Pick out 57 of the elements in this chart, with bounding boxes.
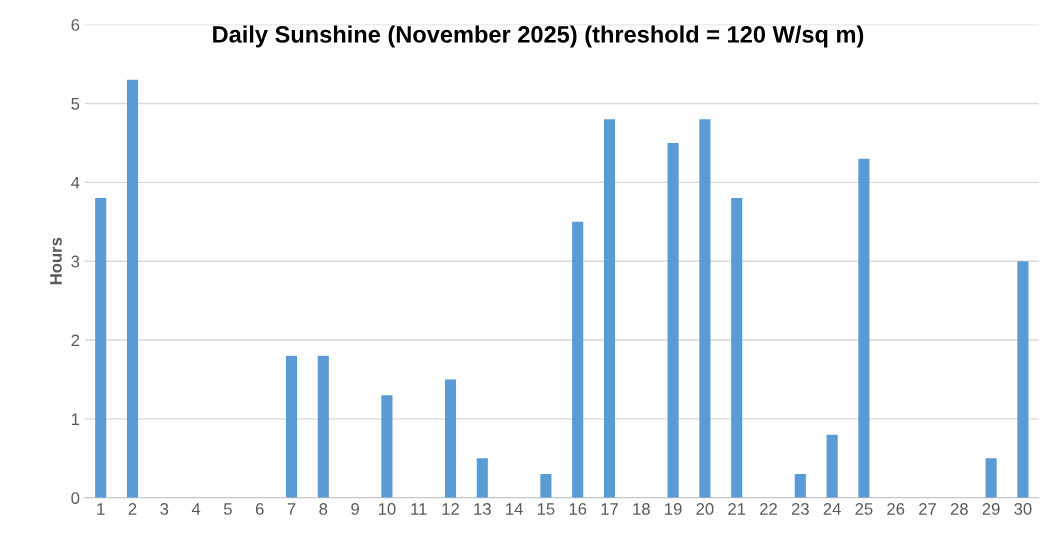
x-tick-label: 28 bbox=[950, 503, 968, 515]
bar bbox=[381, 395, 393, 498]
x-tick-label: 12 bbox=[442, 503, 459, 515]
x-tick-label: 2 bbox=[128, 503, 137, 515]
x-tick-label: 27 bbox=[919, 503, 936, 515]
y-tick-label: 4 bbox=[71, 176, 80, 189]
bar bbox=[858, 158, 870, 498]
y-tick-label: 2 bbox=[71, 334, 80, 347]
x-tick-label: 17 bbox=[601, 503, 618, 515]
bar bbox=[667, 142, 679, 498]
x-tick-label: 9 bbox=[351, 503, 359, 515]
y-tick-label: 5 bbox=[71, 98, 80, 110]
bar bbox=[985, 458, 997, 498]
x-tick-label: 23 bbox=[791, 503, 809, 515]
bar bbox=[317, 355, 329, 498]
x-tick-label: 20 bbox=[696, 503, 714, 515]
x-tick-label: 15 bbox=[537, 503, 555, 515]
bar bbox=[540, 474, 552, 498]
x-tick-label: 13 bbox=[474, 503, 491, 515]
x-tick-label: 21 bbox=[728, 503, 746, 515]
bar bbox=[794, 474, 806, 498]
x-tick-label: 22 bbox=[760, 503, 777, 515]
x-tick-label: 8 bbox=[319, 503, 328, 515]
x-tick-label: 24 bbox=[823, 503, 841, 515]
bar bbox=[603, 119, 616, 498]
bar bbox=[699, 119, 711, 498]
y-axis-title: Hours bbox=[50, 237, 62, 285]
bar bbox=[572, 221, 584, 498]
x-tick-label: 1 bbox=[97, 503, 105, 515]
y-tick-label: 1 bbox=[71, 413, 80, 425]
y-tick-label: 3 bbox=[71, 255, 80, 268]
y-tick-label: 6 bbox=[71, 19, 80, 31]
x-tick-label: 6 bbox=[255, 503, 264, 515]
x-tick-label: 18 bbox=[633, 503, 650, 515]
bar bbox=[1017, 261, 1029, 498]
bar bbox=[444, 379, 457, 498]
x-tick-label: 14 bbox=[506, 503, 523, 515]
x-tick-label: 10 bbox=[378, 503, 396, 515]
x-tick-label: 7 bbox=[287, 503, 296, 515]
x-tick-label: 29 bbox=[982, 503, 1000, 515]
chart-title: Daily Sunshine (November 2025) (threshold = 120 W/sq m) bbox=[213, 25, 864, 48]
x-tick-label: 16 bbox=[569, 503, 587, 515]
x-tick-label: 5 bbox=[223, 503, 232, 515]
x-tick-label: 19 bbox=[665, 503, 682, 515]
y-tick-label: 0 bbox=[71, 492, 80, 504]
bar bbox=[731, 198, 743, 498]
x-tick-label: 3 bbox=[160, 503, 169, 515]
bar bbox=[285, 355, 298, 498]
x-tick-label: 4 bbox=[191, 503, 201, 515]
bar bbox=[126, 79, 139, 498]
x-tick-label: 30 bbox=[1014, 503, 1032, 515]
bar bbox=[95, 198, 107, 498]
x-tick-label: 26 bbox=[887, 503, 905, 515]
bar bbox=[826, 434, 838, 498]
x-tick-label: 25 bbox=[855, 503, 873, 515]
x-tick-label: 11 bbox=[411, 503, 427, 515]
bar bbox=[476, 458, 488, 498]
